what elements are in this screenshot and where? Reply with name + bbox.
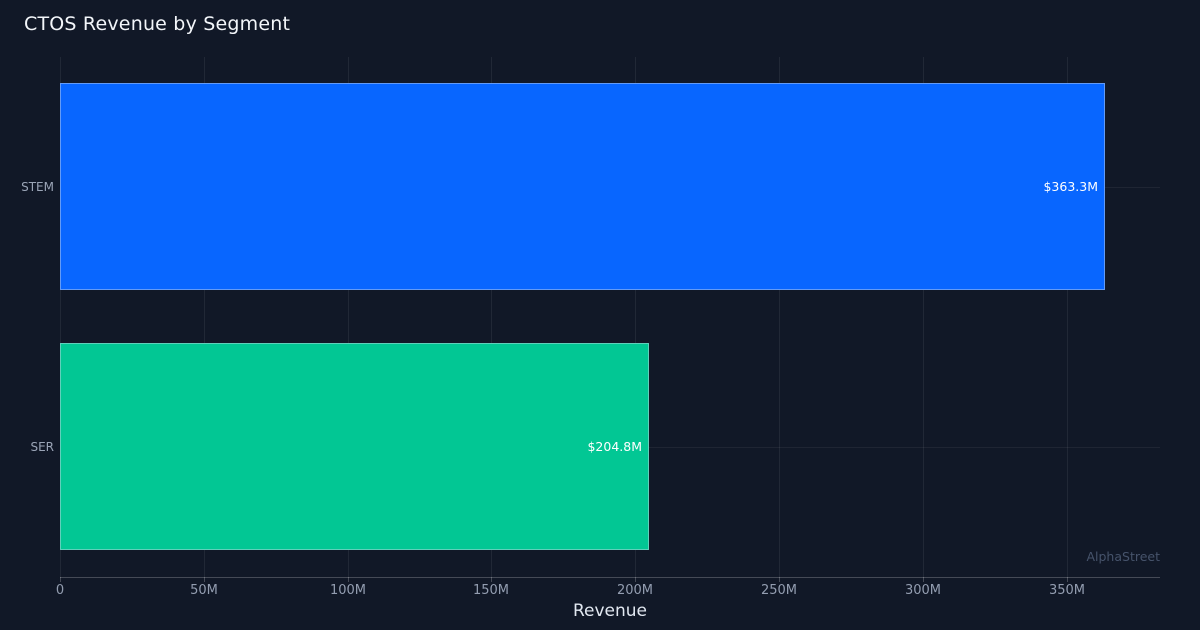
x-tick-mark [1067, 577, 1068, 582]
vertical-gridline [923, 57, 924, 577]
x-tick-label: 100M [329, 583, 367, 598]
bar-ser[interactable]: $204.8M [60, 343, 649, 550]
vertical-gridline [348, 57, 349, 577]
bar-value-label-ser: $204.8M [587, 439, 642, 454]
x-tick-label: 300M [904, 583, 942, 598]
vertical-gridline [491, 57, 492, 577]
bar-value-label-stem: $363.3M [1043, 179, 1098, 194]
x-tick-label: 200M [616, 583, 654, 598]
x-tick-label: 50M [190, 583, 218, 598]
y-category-label-stem: STEM [21, 180, 54, 194]
chart-title: CTOS Revenue by Segment [24, 13, 291, 35]
x-tick-label: 150M [472, 583, 510, 598]
x-tick-label: 250M [760, 583, 798, 598]
x-tick-mark [923, 577, 924, 582]
x-tick-mark [204, 577, 205, 582]
x-tick-label: 350M [1048, 583, 1086, 598]
vertical-gridline [1067, 57, 1068, 577]
x-tick-mark [348, 577, 349, 582]
x-tick-mark [635, 577, 636, 582]
x-tick-mark [779, 577, 780, 582]
vertical-gridline [60, 57, 61, 577]
vertical-gridline [204, 57, 205, 577]
x-tick-mark [60, 577, 61, 582]
x-axis-title: Revenue [572, 601, 648, 621]
x-axis-line [60, 577, 1160, 578]
y-category-label-ser: SER [30, 440, 54, 454]
vertical-gridline [779, 57, 780, 577]
x-tick-mark [491, 577, 492, 582]
bar-stem[interactable]: $363.3M [60, 83, 1105, 290]
x-tick-label: 0 [55, 583, 65, 598]
watermark: AlphaStreet [1086, 549, 1160, 564]
plot-area: $363.3M $204.8M [60, 57, 1160, 582]
vertical-gridline [635, 57, 636, 577]
